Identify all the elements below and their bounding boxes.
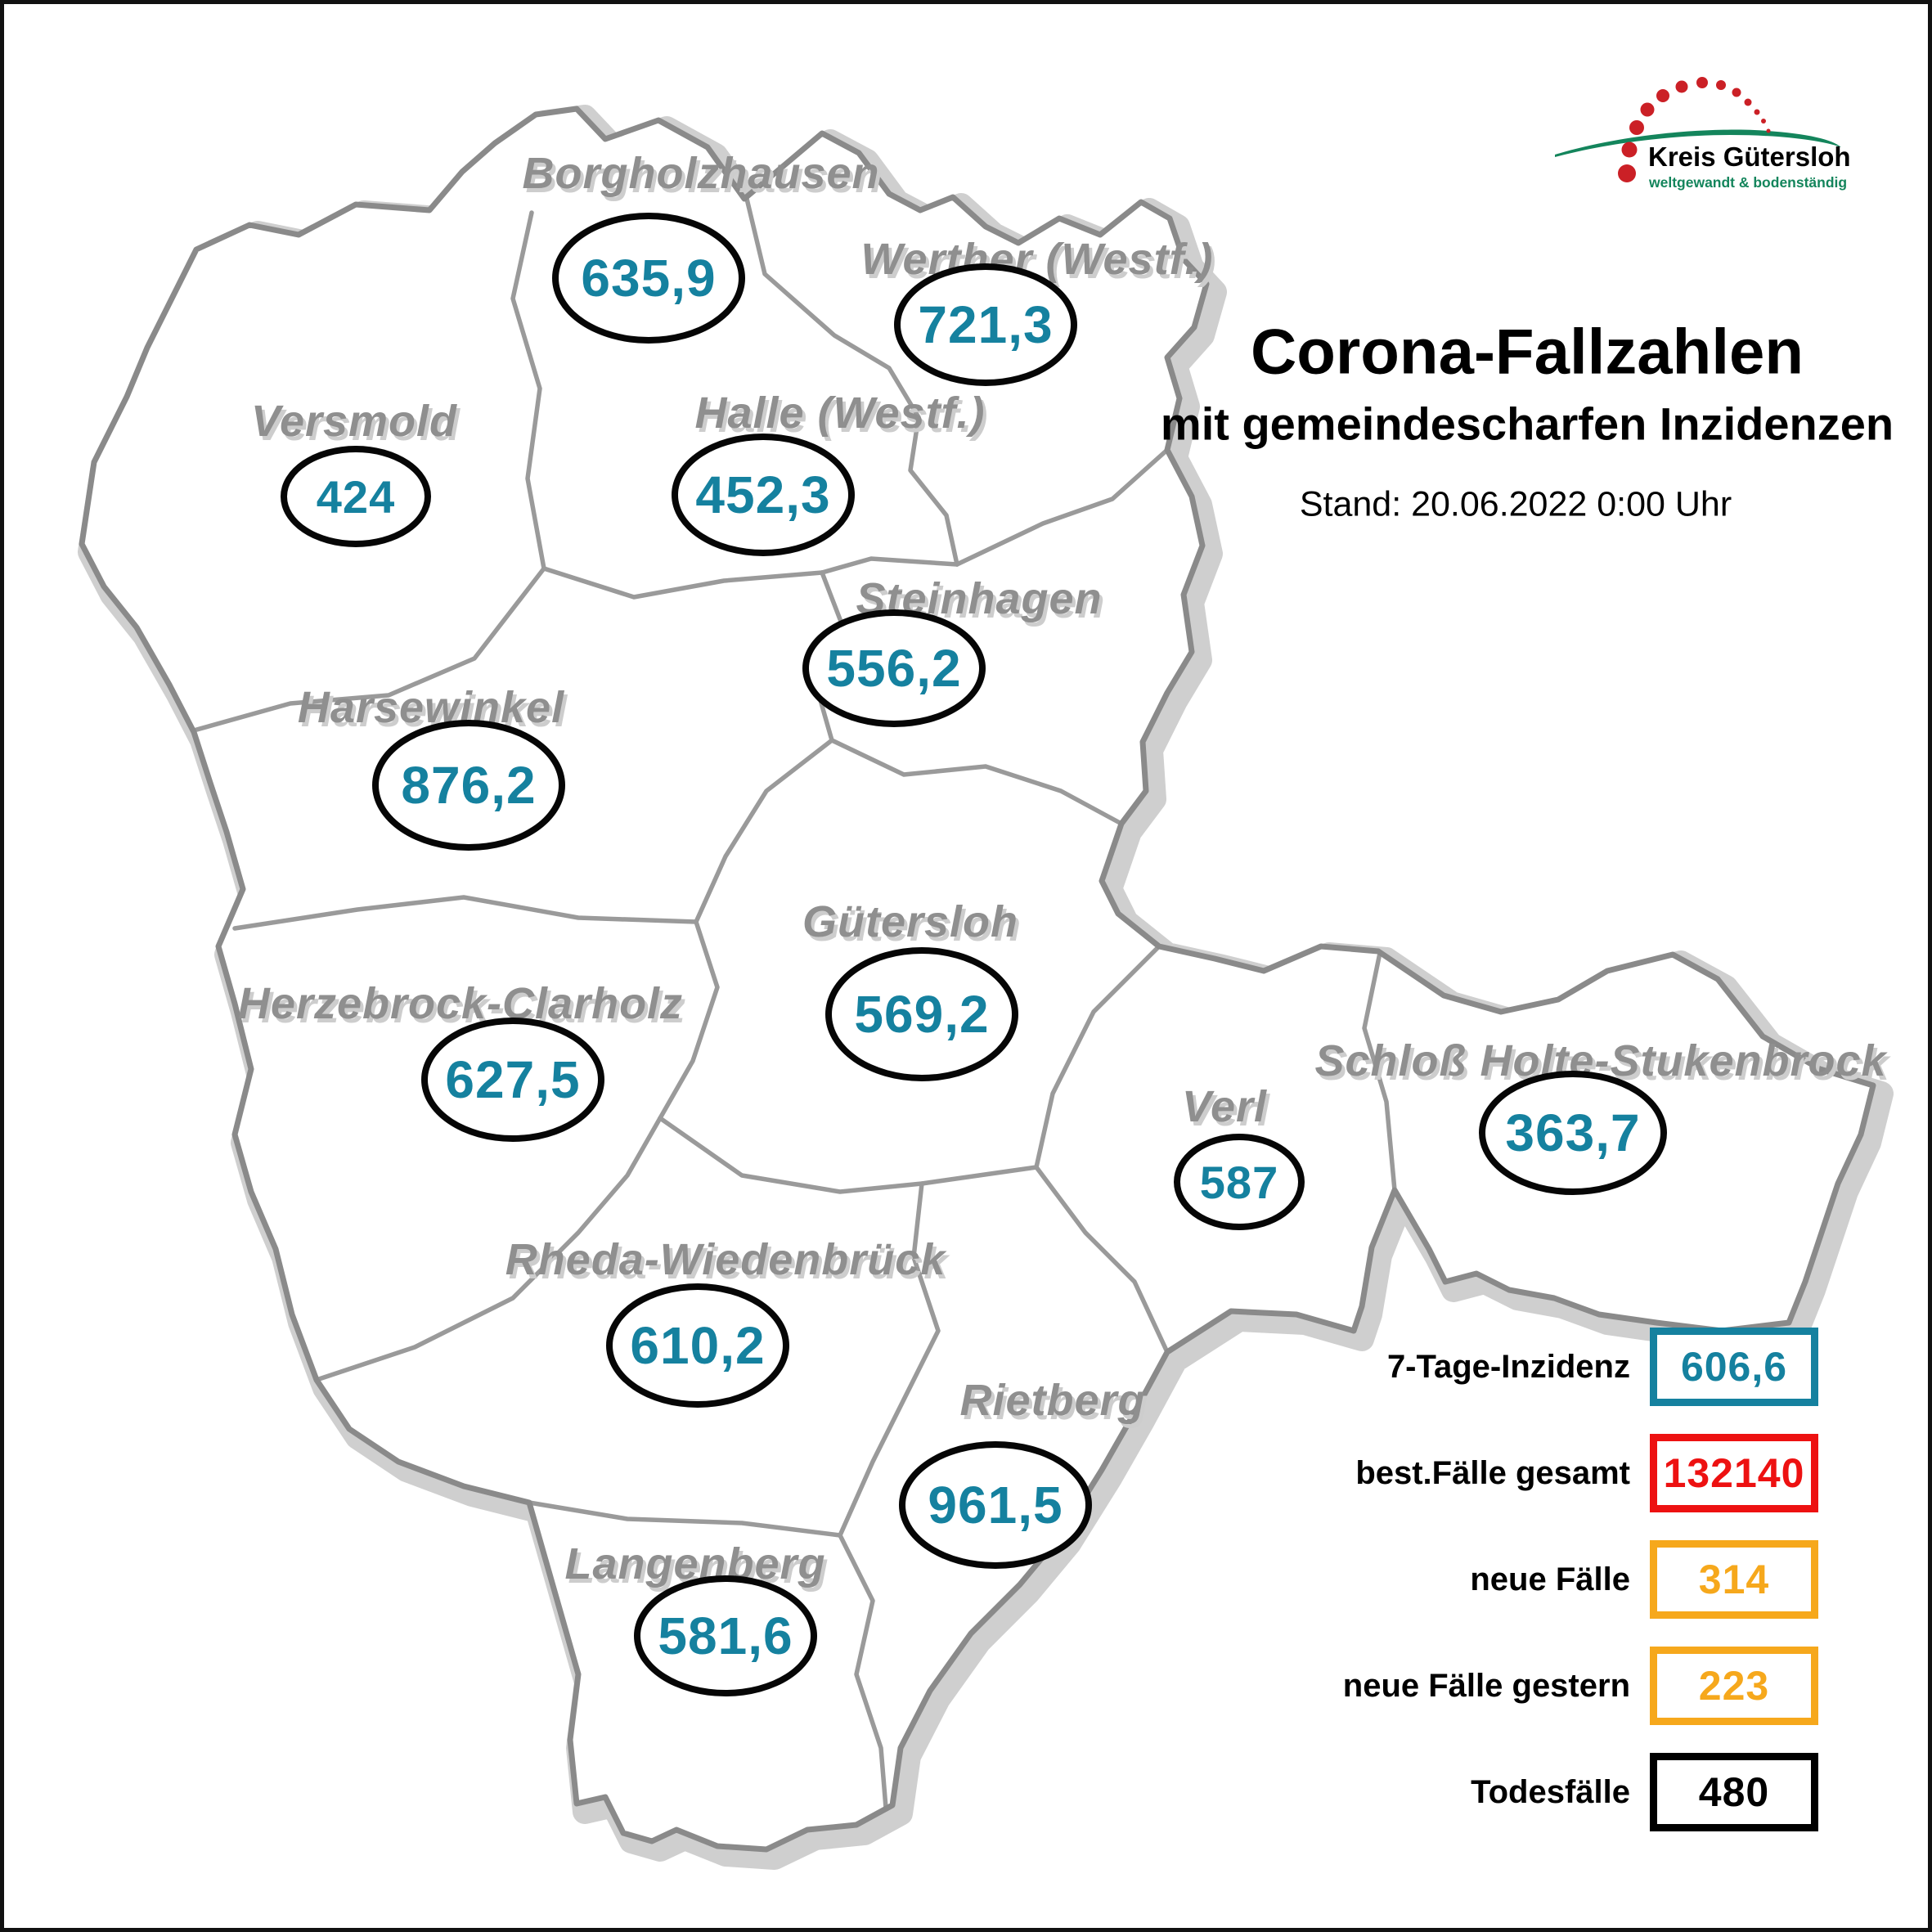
municipality-value-harsewinkel: 876,2 (401, 756, 537, 815)
legend-value: 132140 (1663, 1450, 1805, 1496)
legend-value-box: 606,6 (1650, 1328, 1818, 1406)
municipality-marker-werther: 721,3 (894, 263, 1077, 386)
municipality-value-herzebrock-clarholz: 627,5 (445, 1050, 581, 1109)
municipality-value-versmold: 424 (316, 470, 396, 523)
municipality-marker-steinhagen: 556,2 (802, 609, 986, 727)
district-boundary (79, 106, 1876, 1853)
legend-row-deaths: Todesfälle 480 (1133, 1753, 1818, 1831)
municipality-label-rietberg: Rietberg (959, 1376, 1146, 1425)
legend-label: neue Fälle gestern (1342, 1667, 1630, 1704)
legend-label: Todesfälle (1471, 1773, 1630, 1810)
kreis-guetersloh-logo: Kreis Gütersloh weltgewandt & bodenständ… (1550, 52, 1902, 215)
municipality-value-borgholzhausen: 635,9 (581, 249, 717, 308)
page-subtitle: mit gemeindescharfen Inzidenzen (1160, 398, 1894, 450)
as-of-date: Stand: 20.06.2022 0:00 Uhr (1299, 484, 1732, 524)
logo-wordmark: Kreis Gütersloh (1648, 142, 1851, 172)
logo-tagline: weltgewandt & bodenständig (1649, 174, 1848, 191)
municipality-label-halle: Halle (Westf.) (694, 389, 986, 438)
municipality-label-rheda-wiedenbrueck: Rheda-Wiedenbrück (505, 1235, 946, 1284)
municipality-marker-langenberg: 581,6 (634, 1575, 817, 1696)
legend-row-new-cases: neue Fälle 314 (1133, 1540, 1818, 1619)
municipality-label-versmold: Versmold (250, 397, 458, 446)
municipality-value-rietberg: 961,5 (928, 1476, 1063, 1534)
logo-swoosh (1555, 129, 1841, 157)
legend-value-box: 132140 (1650, 1434, 1818, 1512)
legend-value: 606,6 (1680, 1344, 1788, 1390)
logo-graphic (1555, 77, 1841, 182)
municipality-marker-rietberg: 961,5 (899, 1441, 1092, 1569)
municipality-value-steinhagen: 556,2 (826, 639, 962, 698)
municipality-marker-halle: 452,3 (672, 434, 855, 556)
legend-value: 223 (1698, 1663, 1770, 1709)
municipality-marker-versmold: 424 (281, 446, 431, 547)
municipality-value-rheda-wiedenbrueck: 610,2 (630, 1316, 766, 1375)
page-title: Corona-Fallzahlen (1250, 315, 1804, 388)
municipality-value-verl: 587 (1199, 1156, 1279, 1208)
legend-label: neue Fälle (1470, 1561, 1630, 1597)
municipality-marker-harsewinkel: 876,2 (372, 720, 565, 851)
legend-value: 480 (1698, 1769, 1770, 1815)
legend-label: 7-Tage-Inzidenz (1386, 1348, 1630, 1385)
municipality-marker-rheda-wiedenbrueck: 610,2 (606, 1283, 789, 1408)
logo-dot-arc (1618, 77, 1771, 182)
municipality-value-werther: 721,3 (918, 295, 1054, 354)
legend-label: best.Fälle gesamt (1355, 1454, 1630, 1491)
legend-row-incidence: 7-Tage-Inzidenz 606,6 (1133, 1328, 1818, 1406)
municipality-label-verl: Verl (1181, 1082, 1268, 1131)
legend-value-box: 480 (1650, 1753, 1818, 1831)
municipality-value-halle: 452,3 (695, 465, 831, 524)
municipality-value-guetersloh: 569,2 (854, 985, 990, 1044)
municipality-marker-herzebrock-clarholz: 627,5 (421, 1018, 604, 1142)
municipality-label-harsewinkel: Harsewinkel (297, 683, 565, 732)
legend-row-new-cases-yesterday: neue Fälle gestern 223 (1133, 1647, 1818, 1725)
municipality-value-schloss-holte-stukenbrock: 363,7 (1505, 1103, 1641, 1162)
municipality-marker-schloss-holte-stukenbrock: 363,7 (1479, 1071, 1667, 1195)
legend-value: 314 (1698, 1557, 1770, 1602)
municipality-label-borgholzhausen: Borgholzhausen (522, 149, 880, 198)
legend-value-box: 314 (1650, 1540, 1818, 1619)
municipal-borders (191, 196, 1397, 1810)
municipality-marker-guetersloh: 569,2 (825, 947, 1018, 1081)
legend-row-total-cases: best.Fälle gesamt 132140 (1133, 1434, 1818, 1512)
legend-value-box: 223 (1650, 1647, 1818, 1725)
municipality-value-langenberg: 581,6 (658, 1606, 793, 1665)
municipality-marker-borgholzhausen: 635,9 (552, 213, 745, 344)
municipality-marker-verl: 587 (1174, 1134, 1305, 1230)
municipality-label-guetersloh: Gütersloh (802, 897, 1019, 946)
municipality-label-herzebrock-clarholz: Herzebrock-Clarholz (237, 979, 684, 1028)
